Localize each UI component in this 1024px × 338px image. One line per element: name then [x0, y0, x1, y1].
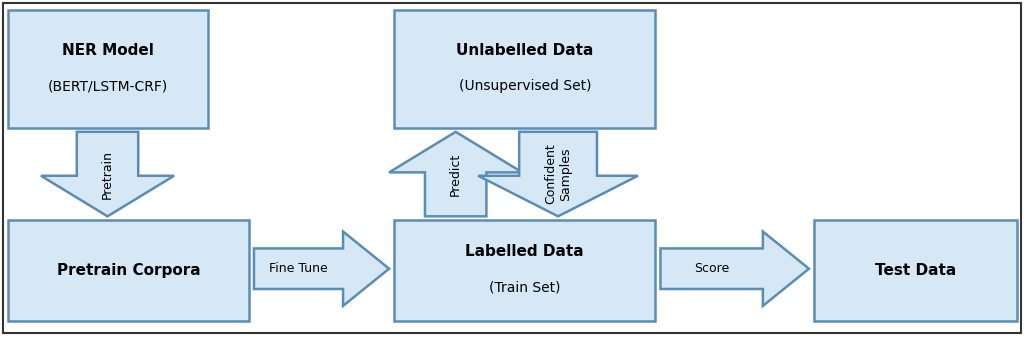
FancyBboxPatch shape [8, 220, 249, 321]
Text: Pretrain Corpora: Pretrain Corpora [56, 263, 201, 278]
Text: Pretrain: Pretrain [101, 150, 114, 198]
Polygon shape [389, 132, 522, 216]
Text: (BERT/LSTM-CRF): (BERT/LSTM-CRF) [48, 79, 168, 93]
Polygon shape [41, 132, 174, 216]
Text: Predict: Predict [450, 152, 462, 196]
FancyBboxPatch shape [814, 220, 1017, 321]
Polygon shape [254, 232, 389, 306]
Text: Score: Score [694, 262, 729, 275]
Polygon shape [478, 132, 638, 216]
FancyBboxPatch shape [394, 220, 655, 321]
Text: Fine Tune: Fine Tune [269, 262, 328, 275]
Polygon shape [660, 232, 809, 306]
Text: NER Model: NER Model [62, 43, 154, 58]
Text: (Train Set): (Train Set) [489, 280, 560, 294]
Text: (Unsupervised Set): (Unsupervised Set) [459, 79, 591, 93]
Text: Unlabelled Data: Unlabelled Data [456, 43, 594, 58]
Text: Test Data: Test Data [874, 263, 956, 278]
FancyBboxPatch shape [8, 10, 208, 128]
FancyBboxPatch shape [394, 10, 655, 128]
Text: Labelled Data: Labelled Data [466, 244, 584, 259]
Text: Confident
Samples: Confident Samples [544, 144, 572, 204]
